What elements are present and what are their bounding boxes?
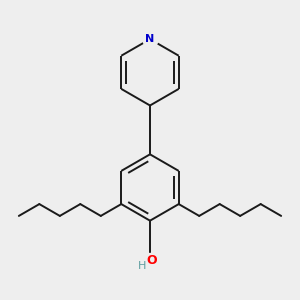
Text: N: N (146, 34, 154, 44)
Text: O: O (146, 254, 157, 267)
Text: H: H (138, 261, 146, 271)
